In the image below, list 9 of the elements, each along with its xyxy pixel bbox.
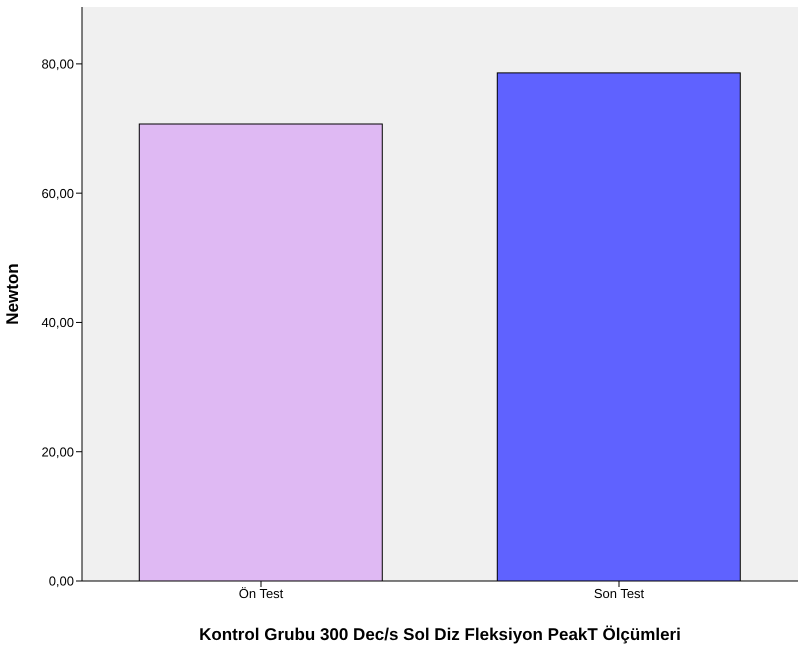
y-tick-label: 20,00: [41, 444, 74, 460]
y-tick-label: 40,00: [41, 315, 74, 330]
x-tick-label: Son Test: [594, 586, 645, 602]
y-tick-label: 0,00: [48, 574, 74, 589]
y-axis-title: Newton: [3, 263, 22, 325]
x-axis-title: Kontrol Grubu 300 Dec/s Sol Diz Fleksiyon PeakT Ölçümleri: [199, 625, 681, 644]
x-tick-label: Ön Test: [238, 586, 284, 602]
y-tick-label: 60,00: [41, 186, 74, 201]
y-tick-label: 80,00: [41, 56, 74, 72]
